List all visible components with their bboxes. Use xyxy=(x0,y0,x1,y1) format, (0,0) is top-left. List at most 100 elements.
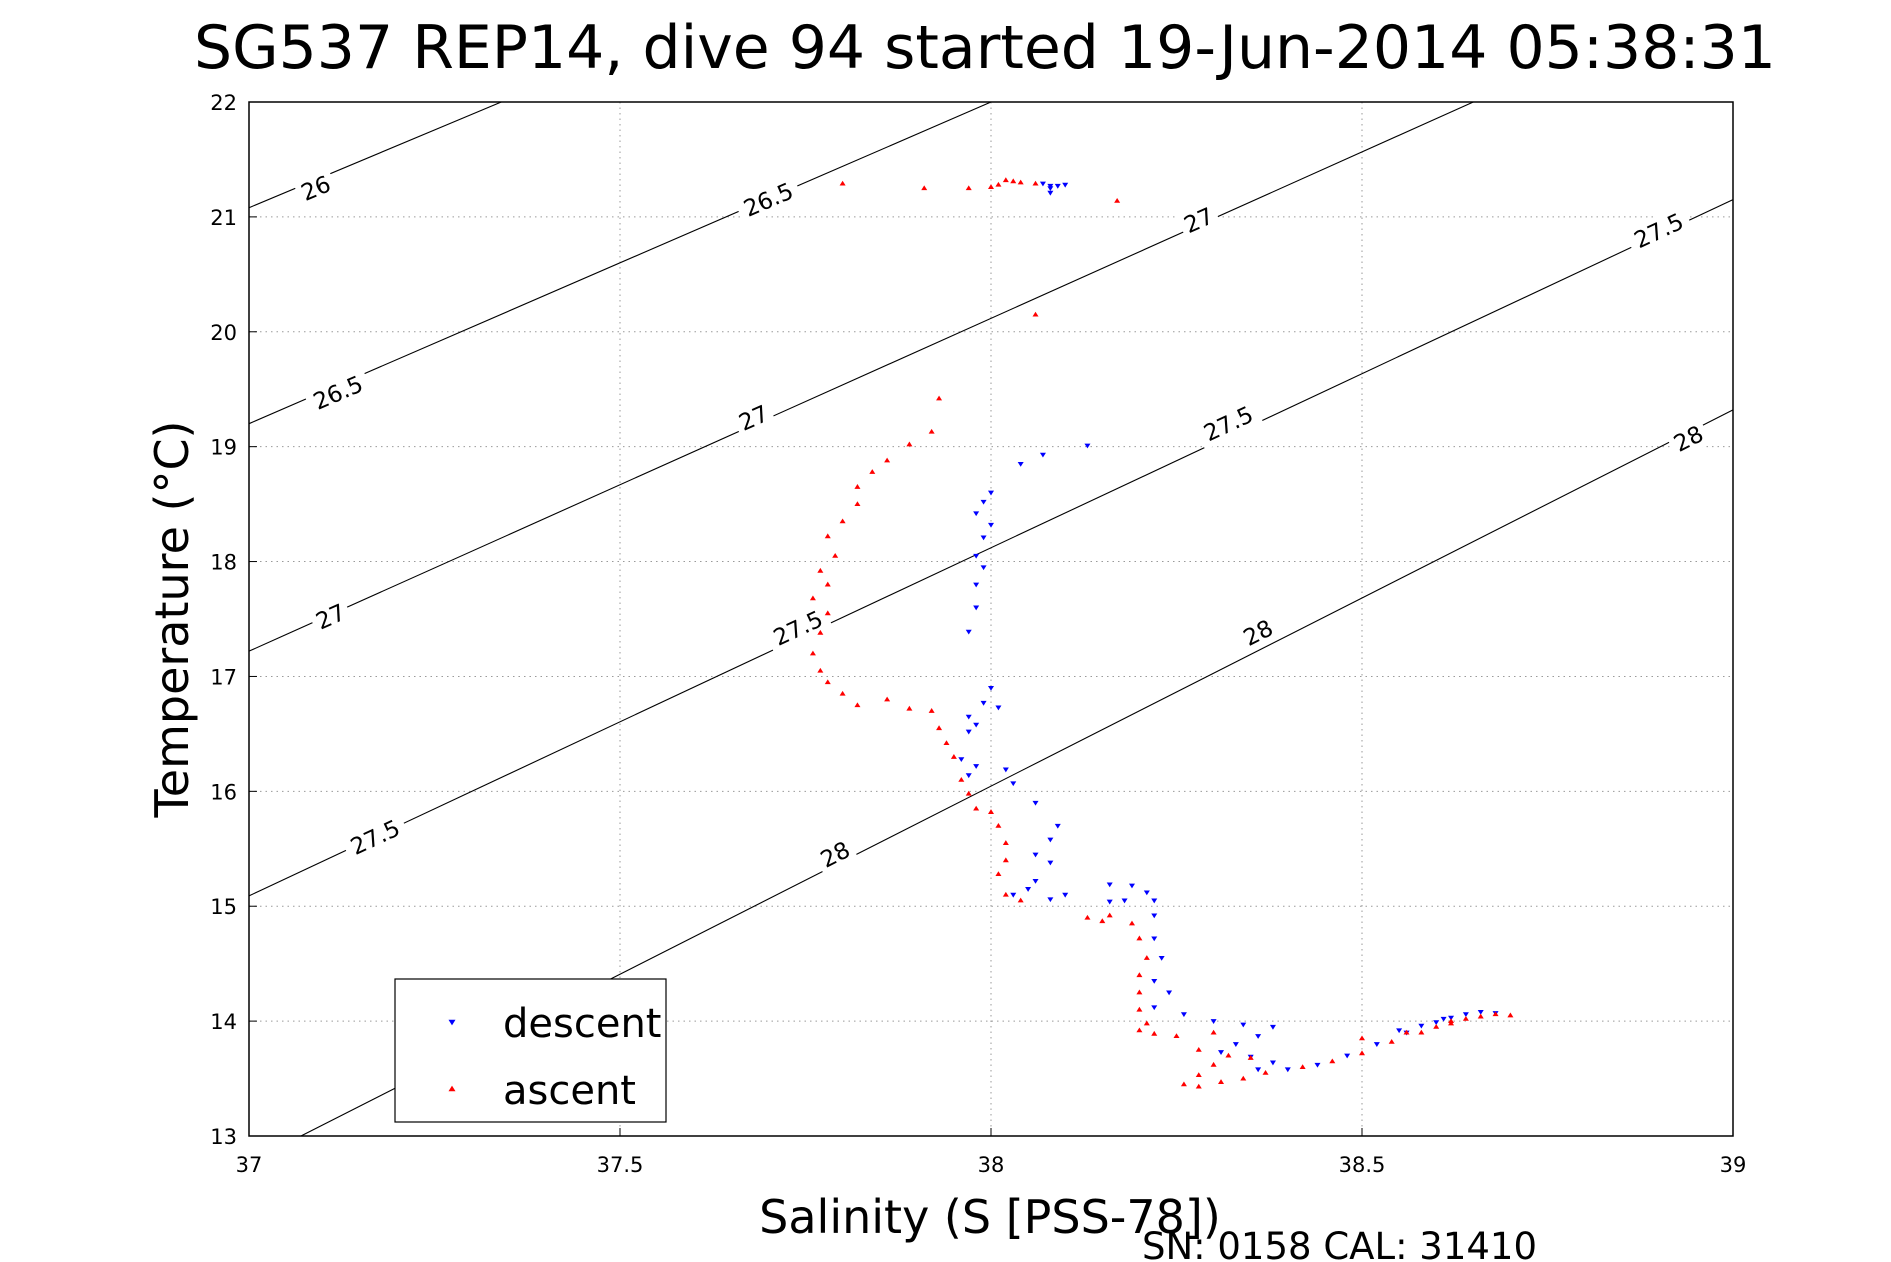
data-point-ascent xyxy=(1136,972,1143,978)
y-tick-label: 15 xyxy=(210,895,237,919)
data-point-ascent xyxy=(988,184,994,189)
data-point-descent xyxy=(988,490,994,496)
x-tick-label: 39 xyxy=(1720,1153,1747,1177)
data-point-ascent xyxy=(824,533,831,539)
y-axis-label: Temperature (°C) xyxy=(145,420,199,818)
data-point-ascent xyxy=(854,484,861,489)
data-point-ascent xyxy=(1002,177,1009,183)
data-point-descent xyxy=(958,757,965,763)
data-point-descent xyxy=(1032,852,1039,858)
instrument-footer: SN: 0158 CAL: 31410 xyxy=(1142,1225,1537,1262)
data-point-ascent xyxy=(869,469,876,474)
data-point-descent xyxy=(1121,898,1128,904)
data-point-descent xyxy=(1054,823,1061,829)
data-point-descent xyxy=(973,582,980,588)
y-tick-label: 18 xyxy=(210,551,237,575)
data-point-ascent xyxy=(928,708,935,713)
data-point-ascent xyxy=(943,740,950,746)
contour-line xyxy=(248,101,502,209)
contour-line xyxy=(248,101,992,425)
data-point-ascent xyxy=(995,871,1002,877)
data-point-descent xyxy=(1180,1012,1187,1018)
data-point-ascent xyxy=(936,395,943,401)
data-point-descent xyxy=(1062,892,1069,898)
data-point-ascent xyxy=(854,702,861,708)
data-point-ascent xyxy=(1017,897,1024,903)
x-axis-label: Salinity (S [PSS-78]) xyxy=(759,1190,1221,1244)
data-point-ascent xyxy=(1262,1069,1269,1075)
data-point-ascent xyxy=(1195,1083,1202,1089)
data-point-ascent xyxy=(1032,311,1039,317)
data-point-ascent xyxy=(1329,1058,1336,1064)
data-point-ascent xyxy=(936,725,943,731)
data-point-descent xyxy=(1218,1050,1225,1055)
data-point-descent xyxy=(1448,1015,1455,1021)
data-point-descent xyxy=(1151,936,1158,942)
data-point-ascent xyxy=(1403,1029,1410,1035)
data-point-ascent xyxy=(824,679,831,685)
data-point-descent xyxy=(965,714,972,720)
data-point-ascent xyxy=(988,809,994,814)
data-point-descent xyxy=(1269,1060,1276,1066)
data-point-descent xyxy=(980,565,987,571)
data-point-descent xyxy=(1240,1022,1247,1028)
data-point-descent xyxy=(1039,181,1046,187)
data-point-descent xyxy=(980,700,987,706)
x-tick-label: 38 xyxy=(978,1153,1005,1177)
data-point-descent xyxy=(1151,898,1158,904)
data-point-ascent xyxy=(1210,1029,1217,1035)
data-point-descent xyxy=(1255,1034,1262,1039)
data-point-descent xyxy=(1284,1067,1291,1073)
y-tick-label: 21 xyxy=(210,206,237,230)
data-point-ascent xyxy=(958,776,965,782)
legend: descent ascent xyxy=(394,978,667,1123)
data-point-descent xyxy=(988,522,994,528)
data-point-ascent xyxy=(921,185,928,191)
data-point-ascent xyxy=(906,705,913,711)
x-tick-label: 37.5 xyxy=(597,1153,644,1177)
data-point-ascent xyxy=(1010,178,1017,184)
data-point-ascent xyxy=(1002,891,1009,897)
data-point-descent xyxy=(1054,183,1061,189)
data-point-descent xyxy=(1017,461,1024,467)
x-tick-label: 37 xyxy=(236,1153,263,1177)
data-point-ascent xyxy=(839,518,846,524)
data-point-descent xyxy=(1440,1016,1447,1022)
data-point-ascent xyxy=(1359,1035,1365,1041)
data-point-ascent xyxy=(965,185,972,191)
data-point-ascent xyxy=(1359,1050,1365,1056)
data-point-ascent xyxy=(1143,955,1150,960)
data-point-ascent xyxy=(1388,1038,1395,1044)
data-point-descent xyxy=(988,685,994,691)
y-tick-label: 20 xyxy=(210,321,237,345)
data-point-ascent xyxy=(1151,1030,1158,1036)
data-point-ascent xyxy=(1032,180,1039,186)
contour-label-gap xyxy=(730,397,777,439)
data-point-descent xyxy=(1047,186,1054,192)
data-point-descent xyxy=(1255,1067,1262,1073)
data-point-ascent xyxy=(1002,840,1009,845)
legend-box xyxy=(394,978,667,1123)
data-point-descent xyxy=(1039,452,1046,458)
data-point-descent xyxy=(973,764,980,769)
data-point-ascent xyxy=(1240,1075,1247,1081)
data-point-descent xyxy=(1477,1009,1484,1015)
data-point-ascent xyxy=(1218,1079,1225,1084)
data-point-ascent xyxy=(1507,1012,1514,1018)
data-point-ascent xyxy=(1017,179,1024,185)
data-point-ascent xyxy=(809,595,816,601)
data-point-ascent xyxy=(928,428,935,434)
data-point-ascent xyxy=(906,441,913,447)
data-point-ascent xyxy=(884,457,891,463)
data-point-ascent xyxy=(1136,989,1143,995)
data-point-descent xyxy=(1151,913,1158,919)
data-point-ascent xyxy=(1128,920,1135,926)
data-point-descent xyxy=(1232,1042,1239,1047)
data-point-descent xyxy=(1128,883,1135,889)
y-tick-label: 13 xyxy=(210,1125,237,1149)
data-point-ascent xyxy=(817,667,824,673)
data-point-descent xyxy=(1143,890,1150,896)
data-point-ascent xyxy=(1084,914,1091,920)
